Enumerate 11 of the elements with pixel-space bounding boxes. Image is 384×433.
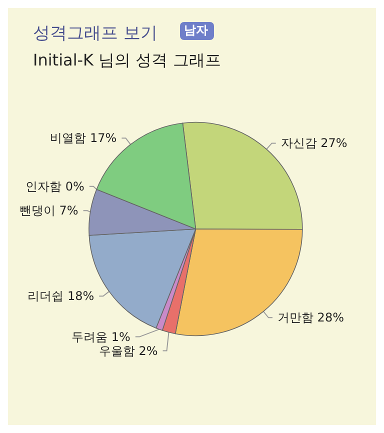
slice-label: 두려움 1% xyxy=(72,330,130,344)
slice-label: 비열함 17% xyxy=(50,131,117,146)
slice-label: 자신감 27% xyxy=(280,136,348,150)
slice-label: 뺀댕이 7% xyxy=(19,204,78,218)
chart-title: 성격그래프 보기 xyxy=(33,24,158,44)
slice-label: 리더쉽 18% xyxy=(28,289,94,304)
text: 남자 xyxy=(184,23,208,37)
chart-subtitle: Initial-K 님의 성격 그래프 xyxy=(33,50,221,70)
legend-label: 인자함 0% xyxy=(26,179,84,194)
slice-label: 거만함 28% xyxy=(277,310,344,325)
slice-label: 우울함 2% xyxy=(98,344,158,358)
